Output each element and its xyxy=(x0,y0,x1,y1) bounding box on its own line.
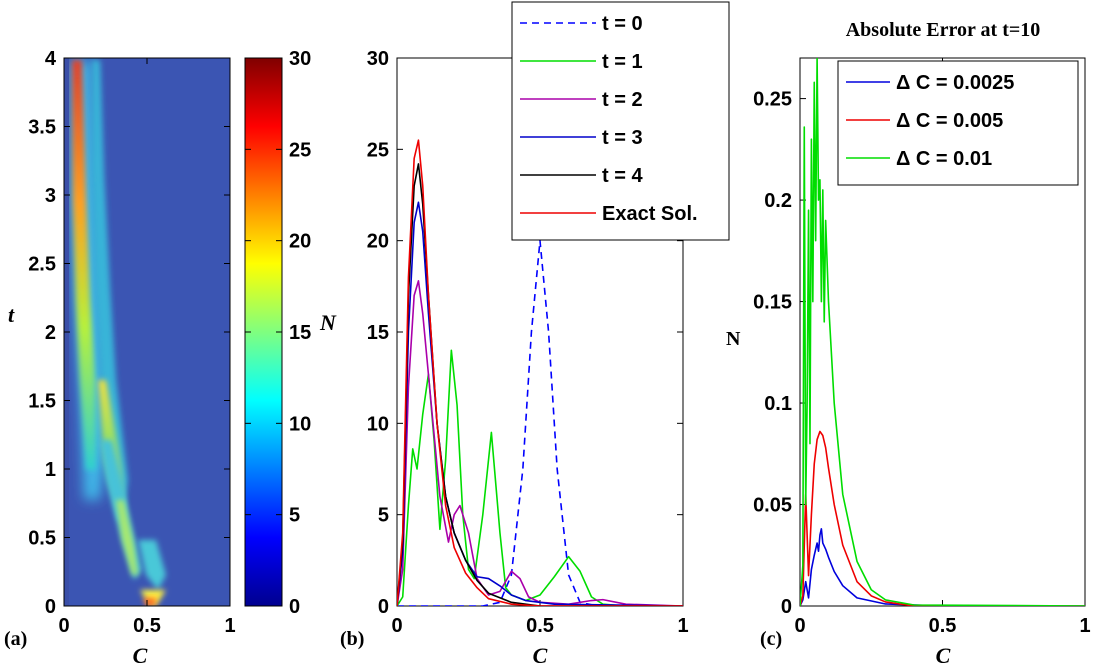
panel-label-a: (a) xyxy=(4,628,27,650)
panel-label-b: (b) xyxy=(340,628,364,650)
legend-box xyxy=(511,1,730,241)
x-tick-label: 1 xyxy=(224,615,235,637)
legend-entry: Δ C = 0.0025 xyxy=(896,72,1014,94)
axis-label-c-c: C xyxy=(936,643,951,668)
axes-a-ticks: 0 0.5 1 0 0.5 1 1.5 2 2.5 3 3.5 4 xyxy=(28,48,235,637)
y-tick-label: 1.5 xyxy=(28,391,56,413)
colorbar-tick-label: 20 xyxy=(289,231,311,253)
y-tick-label: 0.1 xyxy=(764,393,792,415)
legend-entry: Exact Sol. xyxy=(602,203,698,225)
colorbar-tick-label: 5 xyxy=(289,505,300,527)
y-tick-label: 15 xyxy=(367,322,389,344)
legend-entry: t = 3 xyxy=(602,127,643,149)
series-b xyxy=(397,139,683,606)
y-tick-label: 4 xyxy=(45,48,57,70)
colorbar-tick-label: 0 xyxy=(289,596,300,618)
y-tick-label: 30 xyxy=(367,48,389,70)
y-tick-label: 2.5 xyxy=(28,254,56,276)
series-line xyxy=(397,239,683,606)
heatmap-ridge-third-core xyxy=(116,500,138,575)
series-line xyxy=(397,280,683,606)
legend-c: Δ C = 0.0025 Δ C = 0.005 Δ C = 0.01 xyxy=(837,60,1079,186)
x-tick-label: 0.5 xyxy=(929,615,957,637)
colorbar-tick-label: 10 xyxy=(289,413,311,435)
axis-label-c-b: C xyxy=(533,643,548,668)
y-tick-label: 0.25 xyxy=(753,89,792,111)
axes-c-ticks: 0 0.5 1 0 0.05 0.1 0.15 0.2 0.25 xyxy=(753,58,1091,637)
heatmap-ridge-primary-core xyxy=(72,60,96,470)
y-tick-label: 0 xyxy=(45,596,56,618)
y-tick-label: 0 xyxy=(378,596,389,618)
colorbar-ticks: 0 5 10 15 20 25 30 xyxy=(245,48,311,618)
panel-a: 0 0.5 100.511.522.533.54 t C (a) 051015202… xyxy=(4,48,311,668)
x-tick-label: 0 xyxy=(391,615,402,637)
legend-entry: Δ C = 0.005 xyxy=(896,110,1003,132)
axis-label-c-a: C xyxy=(133,643,148,668)
axis-label-t: t xyxy=(8,302,15,327)
series-line xyxy=(397,139,683,606)
series-line xyxy=(800,430,1085,606)
x-tick-label: 0.5 xyxy=(526,615,554,637)
x-tick-label: 1 xyxy=(677,615,688,637)
legend-entry: t = 1 xyxy=(602,51,643,73)
colorbar-tick-label: 25 xyxy=(289,139,311,161)
legend-entry: t = 4 xyxy=(602,165,643,187)
y-tick-label: 0.2 xyxy=(764,190,792,212)
y-tick-label: 25 xyxy=(367,139,389,161)
y-tick-label: 5 xyxy=(378,505,389,527)
heatmap-ridge-fourth xyxy=(138,540,166,590)
y-tick-label: 3.5 xyxy=(28,117,56,139)
y-tick-label: 0 xyxy=(781,596,792,618)
y-tick-label: 1 xyxy=(45,459,56,481)
axis-label-n-c: N xyxy=(726,328,741,350)
legend-b: t = 0 t = 1 t = 2 t = 3 t = 4 Exact Sol. xyxy=(511,1,730,241)
colorbar-tick-label: 30 xyxy=(289,48,311,70)
colorbar-tick-label: 15 xyxy=(289,322,311,344)
legend-entry: t = 0 xyxy=(602,13,643,35)
chart-title-c: Absolute Error at t=10 xyxy=(846,19,1041,41)
series-line xyxy=(800,528,1085,606)
panel-c: 0 0.5 1 0 0.05 0.1 0.15 0.2 0.25 Absolute Error … xyxy=(726,19,1091,668)
x-tick-label: 0 xyxy=(794,615,805,637)
x-tick-label: 1 xyxy=(1079,615,1090,637)
y-tick-label: 3 xyxy=(45,185,56,207)
series-c xyxy=(800,58,1085,606)
y-tick-label: 20 xyxy=(367,231,389,253)
heatmap-ridge-second xyxy=(92,60,128,520)
x-tick-label: 0 xyxy=(58,615,69,637)
y-tick-label: 2 xyxy=(45,322,56,344)
axis-label-n-b: N xyxy=(319,310,337,335)
y-tick-label: 0.05 xyxy=(753,495,792,517)
y-tick-label: 0.5 xyxy=(28,528,56,550)
panel-label-c: (c) xyxy=(760,628,782,650)
y-tick-label: 10 xyxy=(367,413,389,435)
legend-entry: t = 2 xyxy=(602,89,643,111)
colorbar xyxy=(244,57,283,607)
series-line xyxy=(800,58,1085,606)
series-line xyxy=(397,349,683,606)
legend-entry: Δ C = 0.01 xyxy=(896,148,992,170)
series-line xyxy=(397,201,683,606)
x-tick-label: 0.5 xyxy=(133,615,161,637)
y-tick-label: 0.15 xyxy=(753,292,792,314)
